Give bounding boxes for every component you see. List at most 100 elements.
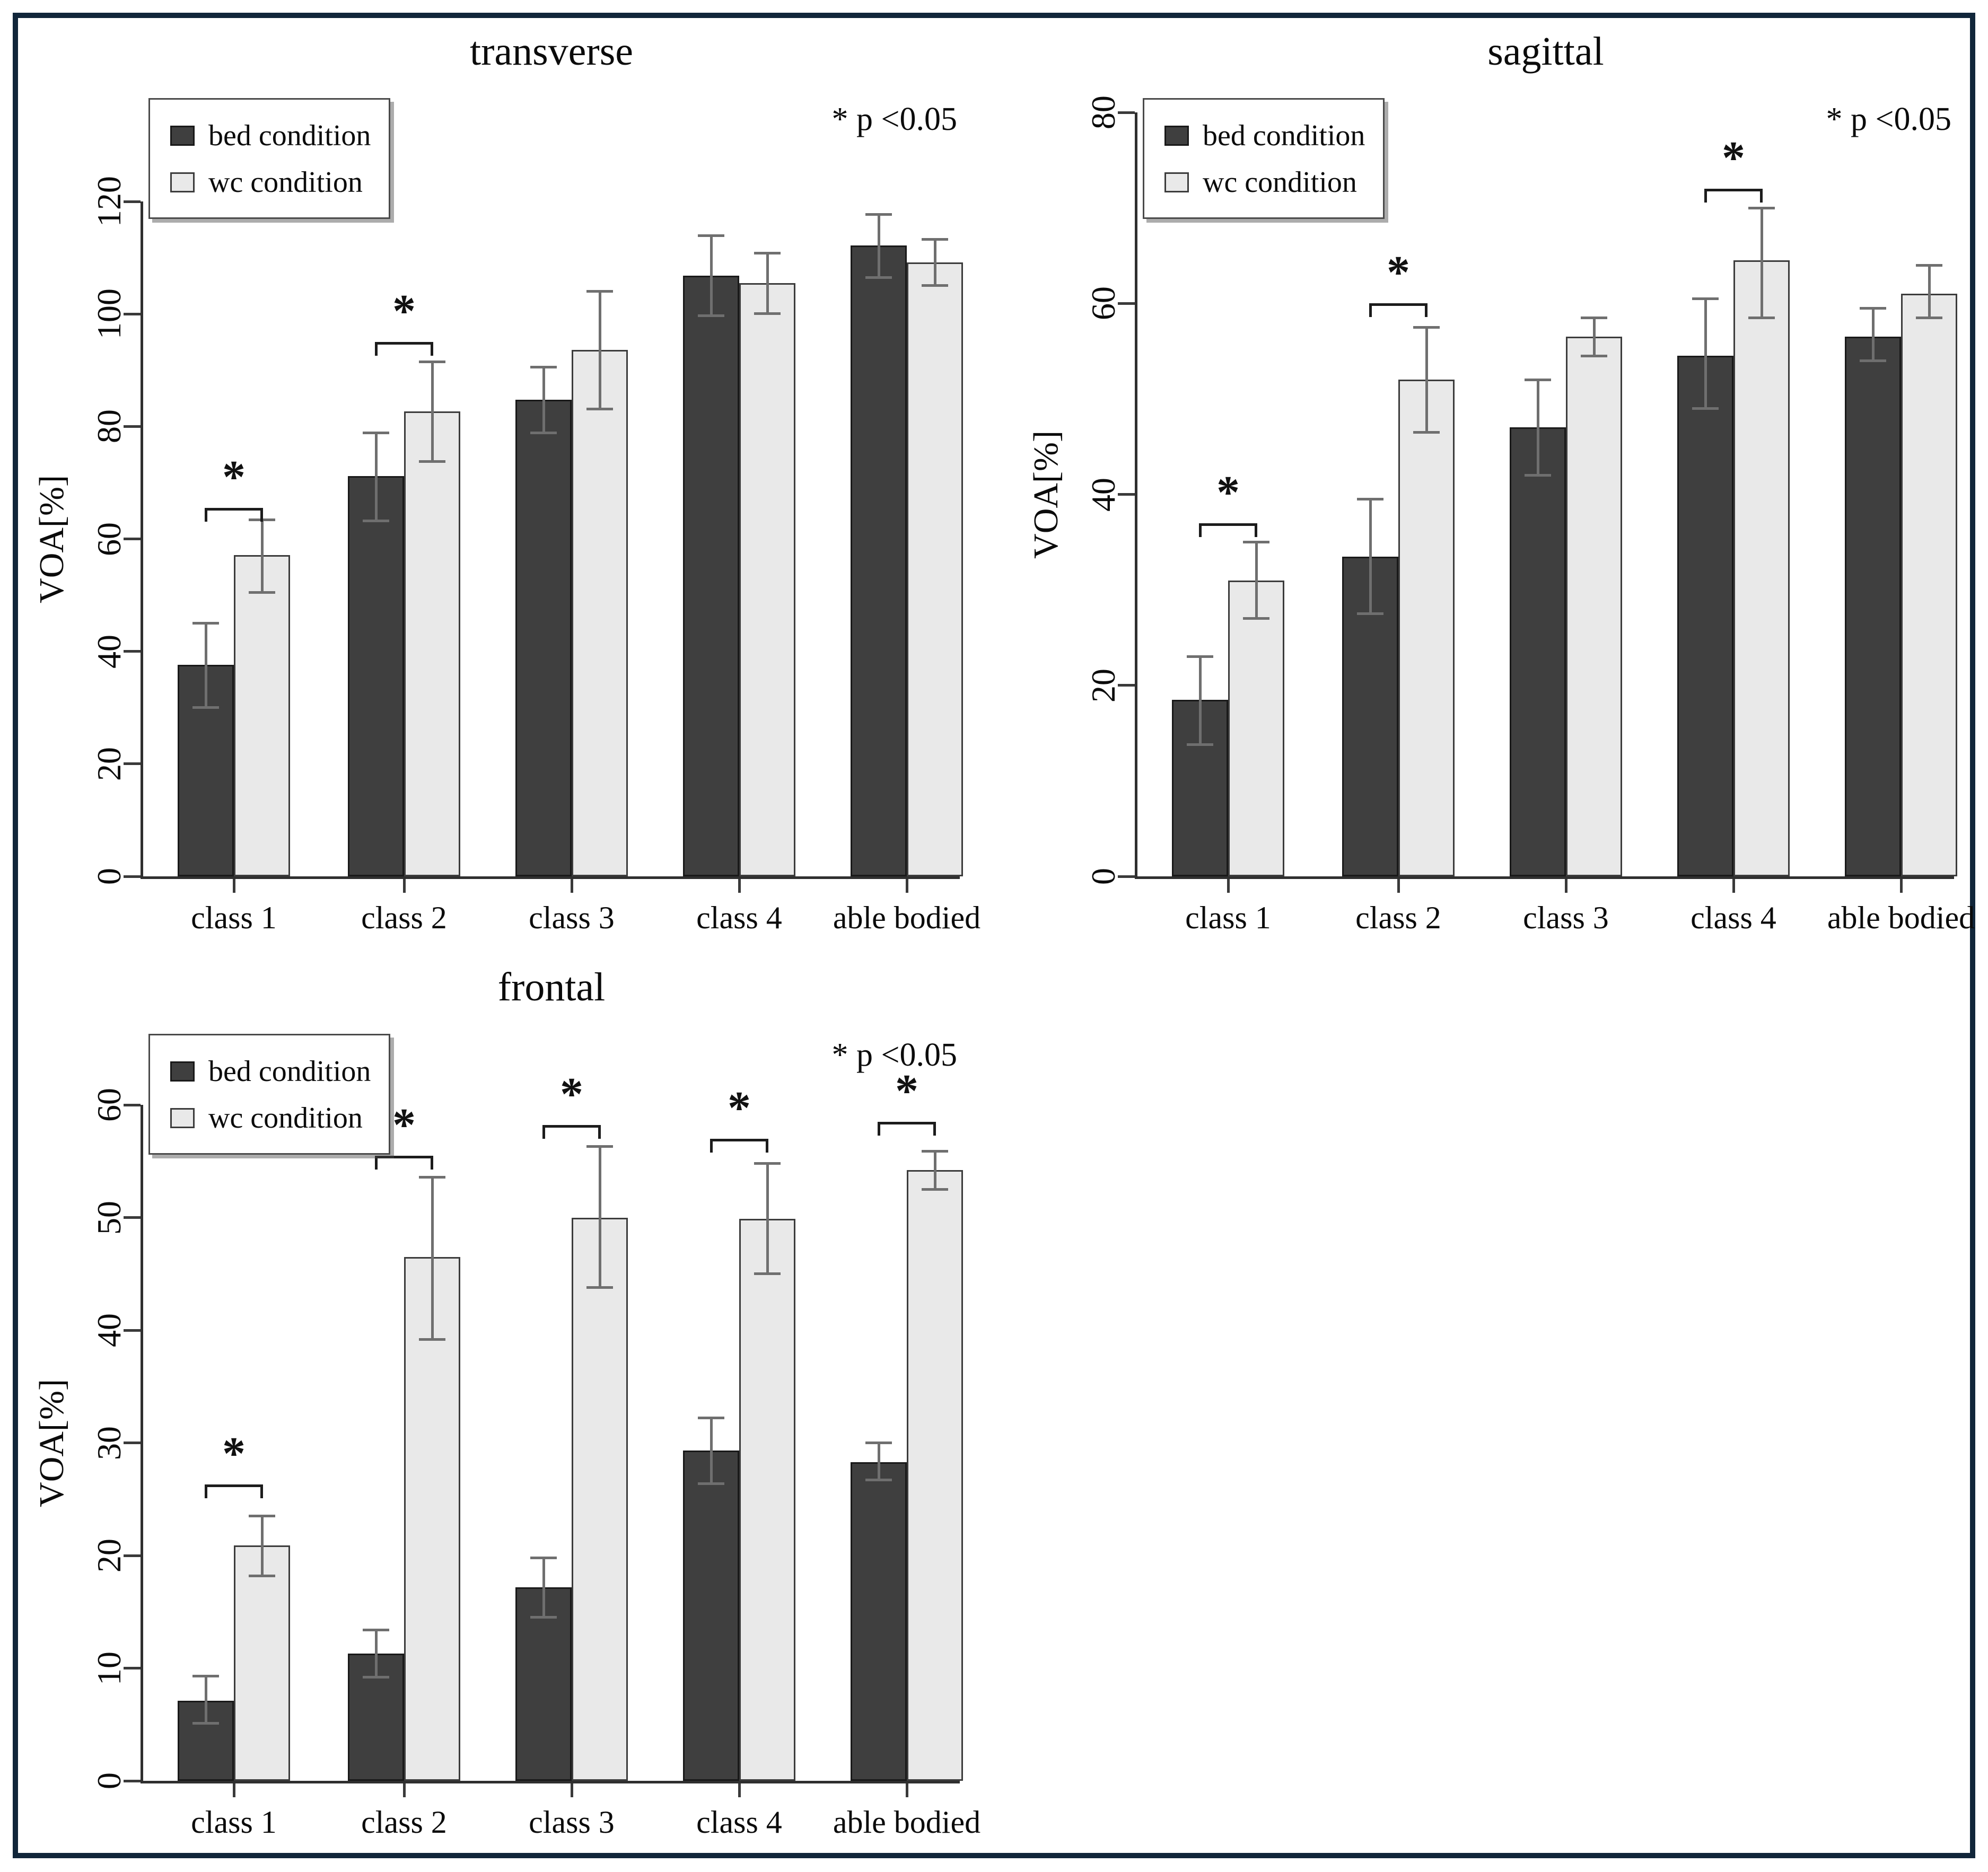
significance-bracket [542,1125,601,1128]
error-bar-cap [1916,316,1942,319]
error-bar-cap [865,1442,892,1444]
error-bar-stem [1369,499,1372,614]
x-tick [738,1783,741,1797]
error-bar-stem [1928,265,1931,318]
error-bar-cap [865,276,892,279]
significance-bracket [1369,303,1427,306]
significance-asterisk: * [392,286,416,338]
x-category-label: class 4 [696,900,782,935]
significance-bracket-leg [598,1125,601,1139]
error-bar-cap [922,284,948,287]
error-bar-cap [698,1482,724,1485]
y-axis-label: VOA[%] [32,474,71,603]
y-tick-label: 40 [1084,477,1122,512]
error-bar-stem [1536,380,1539,476]
error-bar-stem [710,1418,713,1483]
y-tick [124,762,141,766]
error-bar-cap [1525,378,1551,381]
error-bar-cap [363,431,389,434]
error-bar-stem [598,291,601,409]
x-category-label: class 1 [1185,900,1271,935]
y-tick-label: 60 [90,522,128,556]
error-bar-cap [698,234,724,238]
significance-bracket-leg [933,1121,936,1136]
significance-bracket [1199,523,1257,526]
bar-wc-condition-class-1 [234,1545,290,1781]
significance-bracket [1704,189,1763,192]
significance-bracket-leg [766,1138,768,1153]
x-axis-line [141,876,960,879]
y-tick [124,312,141,315]
error-bar-stem [431,1177,434,1339]
significance-bracket-leg [205,508,207,522]
legend-label: bed condition [208,119,371,152]
legend-label: bed condition [208,1055,371,1088]
x-tick [232,1783,235,1797]
chart-frontal: frontal VOA[%] 0 10 20 30 40 50 60 class 1 class 2… [21,957,992,1869]
y-axis-line [141,1105,143,1783]
error-bar-stem [877,214,880,278]
y-axis-label: VOA[%] [32,1378,71,1507]
p-value-label: * p <0.05 [1826,101,1951,137]
x-axis-line [141,1781,960,1783]
significance-asterisk: * [222,1428,246,1480]
error-bar-cap [1243,617,1269,620]
error-bar-stem [204,1676,207,1724]
error-bar-cap [1916,263,1942,267]
legend-swatch-wc [170,172,195,192]
bar-bed-condition-able-bodied [1845,337,1901,876]
significance-bracket [205,1484,263,1488]
significance-bracket-leg [542,1125,545,1139]
x-tick [402,1783,406,1797]
error-bar-stem [766,253,769,314]
error-bar-stem [260,1516,264,1576]
y-tick [124,1103,141,1106]
error-bar-cap [363,1676,389,1678]
significance-bracket [878,1121,936,1124]
legend-swatch-wc [1164,172,1189,192]
y-tick-label: 30 [90,1426,128,1460]
bar-bed-condition-class-4 [683,1451,739,1781]
error-bar-cap [1581,316,1607,319]
x-tick [1899,879,1903,893]
error-bar-cap [530,1556,557,1559]
error-bar-cap [1413,326,1440,329]
error-bar-cap [586,407,613,410]
error-bar-stem [374,1630,378,1677]
significance-asterisk: * [1387,247,1410,299]
error-bar-cap [419,1338,445,1341]
y-axis-line [1135,112,1137,879]
error-bar-cap [1581,354,1607,357]
error-bar-cap [698,314,724,317]
x-category-label: class 3 [529,1805,615,1840]
error-bar-cap [192,622,219,625]
error-bar-cap [249,1574,275,1577]
bar-wc-condition-class-3 [572,350,628,876]
bar-bed-condition-class-1 [178,665,234,876]
y-tick-label: 40 [90,1313,128,1347]
y-tick-label: 60 [1084,286,1122,321]
significance-bracket-leg [1760,189,1763,203]
y-tick [124,1779,141,1782]
y-tick [124,1554,141,1557]
chart-title: sagittal [1487,29,1604,74]
error-bar-stem [1255,542,1258,619]
y-tick-label: 20 [1084,668,1122,702]
error-bar-stem [1198,656,1202,745]
error-bar-cap [1413,430,1440,434]
error-bar-cap [1357,612,1383,616]
x-tick [738,879,741,893]
y-tick [124,875,141,878]
y-axis-label: VOA[%] [1027,430,1065,559]
x-category-label: able bodied [833,1805,981,1840]
error-bar-cap [586,1145,613,1148]
bar-wc-condition-able-bodied [907,1170,963,1781]
x-axis-line [1135,876,1954,879]
legend-item-bed-condition: bed condition [170,119,371,153]
bar-wc-condition-class-2 [1398,380,1455,876]
bar-bed-condition-able-bodied [851,245,907,876]
error-bar-cap [419,460,445,463]
significance-asterisk: * [560,1069,583,1121]
y-tick [124,1216,141,1219]
error-bar-cap [1860,306,1886,310]
